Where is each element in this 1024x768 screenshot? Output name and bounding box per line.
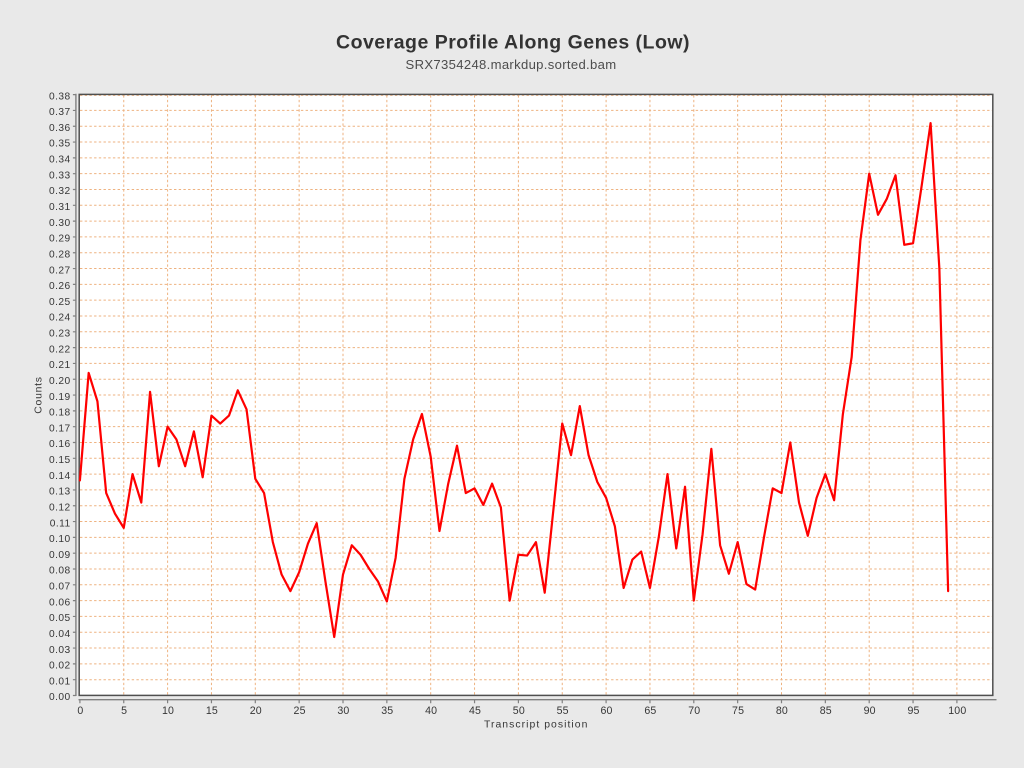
svg-text:100: 100 (948, 705, 966, 717)
svg-text:0.34: 0.34 (49, 155, 71, 166)
svg-text:0.06: 0.06 (49, 597, 71, 608)
svg-text:0.15: 0.15 (49, 455, 71, 466)
svg-text:0.35: 0.35 (49, 139, 71, 150)
svg-text:85: 85 (820, 705, 832, 717)
svg-text:0.07: 0.07 (49, 582, 71, 593)
svg-text:55: 55 (557, 705, 569, 717)
svg-text:0.33: 0.33 (49, 170, 71, 181)
svg-text:0.38: 0.38 (49, 91, 71, 102)
svg-text:0.18: 0.18 (49, 408, 71, 419)
svg-text:60: 60 (601, 705, 613, 717)
svg-text:0.01: 0.01 (49, 676, 71, 687)
svg-text:0.10: 0.10 (49, 534, 71, 545)
svg-text:80: 80 (776, 705, 788, 717)
svg-text:70: 70 (688, 705, 700, 717)
svg-text:0.36: 0.36 (49, 123, 71, 134)
svg-text:45: 45 (469, 705, 481, 717)
svg-text:0.29: 0.29 (49, 234, 71, 245)
svg-text:0.08: 0.08 (49, 566, 71, 577)
svg-text:0.04: 0.04 (49, 629, 71, 640)
svg-text:5: 5 (121, 705, 127, 717)
svg-text:0.28: 0.28 (49, 249, 71, 260)
svg-text:0.19: 0.19 (49, 392, 71, 403)
svg-text:0.14: 0.14 (49, 471, 71, 482)
svg-text:SRX7354248.markdup.sorted.bam: SRX7354248.markdup.sorted.bam (406, 57, 617, 72)
svg-text:65: 65 (644, 705, 656, 717)
svg-text:15: 15 (206, 705, 218, 717)
svg-text:0.30: 0.30 (49, 218, 71, 229)
svg-text:95: 95 (907, 705, 919, 717)
svg-text:0.13: 0.13 (49, 487, 71, 498)
svg-text:10: 10 (162, 705, 174, 717)
svg-text:Coverage Profile Along Genes (: Coverage Profile Along Genes (Low) (336, 32, 690, 54)
svg-text:0.37: 0.37 (49, 107, 71, 118)
svg-text:40: 40 (425, 705, 437, 717)
svg-text:0.21: 0.21 (49, 360, 71, 371)
svg-text:0.20: 0.20 (49, 376, 71, 387)
svg-text:0.22: 0.22 (49, 344, 71, 355)
svg-text:0.32: 0.32 (49, 186, 71, 197)
svg-text:0.12: 0.12 (49, 502, 71, 513)
svg-text:90: 90 (864, 705, 876, 717)
svg-text:0.09: 0.09 (49, 550, 71, 561)
svg-text:35: 35 (381, 705, 393, 717)
svg-text:0: 0 (77, 705, 83, 717)
svg-text:0.16: 0.16 (49, 439, 71, 450)
svg-text:0.31: 0.31 (49, 202, 71, 213)
svg-text:0.02: 0.02 (49, 661, 71, 672)
svg-text:75: 75 (732, 705, 744, 717)
svg-text:0.03: 0.03 (49, 645, 71, 656)
svg-text:0.24: 0.24 (49, 313, 71, 324)
svg-text:0.25: 0.25 (49, 297, 71, 308)
svg-text:Transcript position: Transcript position (484, 720, 588, 731)
svg-text:30: 30 (337, 705, 349, 717)
svg-text:0.17: 0.17 (49, 423, 71, 434)
svg-text:50: 50 (513, 705, 525, 717)
svg-text:Counts: Counts (34, 376, 45, 413)
svg-text:0.23: 0.23 (49, 329, 71, 340)
svg-text:0.26: 0.26 (49, 281, 71, 292)
svg-text:0.11: 0.11 (50, 518, 71, 529)
svg-text:0.00: 0.00 (49, 692, 71, 703)
svg-text:20: 20 (250, 705, 262, 717)
svg-text:0.05: 0.05 (49, 613, 71, 624)
svg-text:0.27: 0.27 (49, 265, 71, 276)
svg-text:25: 25 (294, 705, 306, 717)
